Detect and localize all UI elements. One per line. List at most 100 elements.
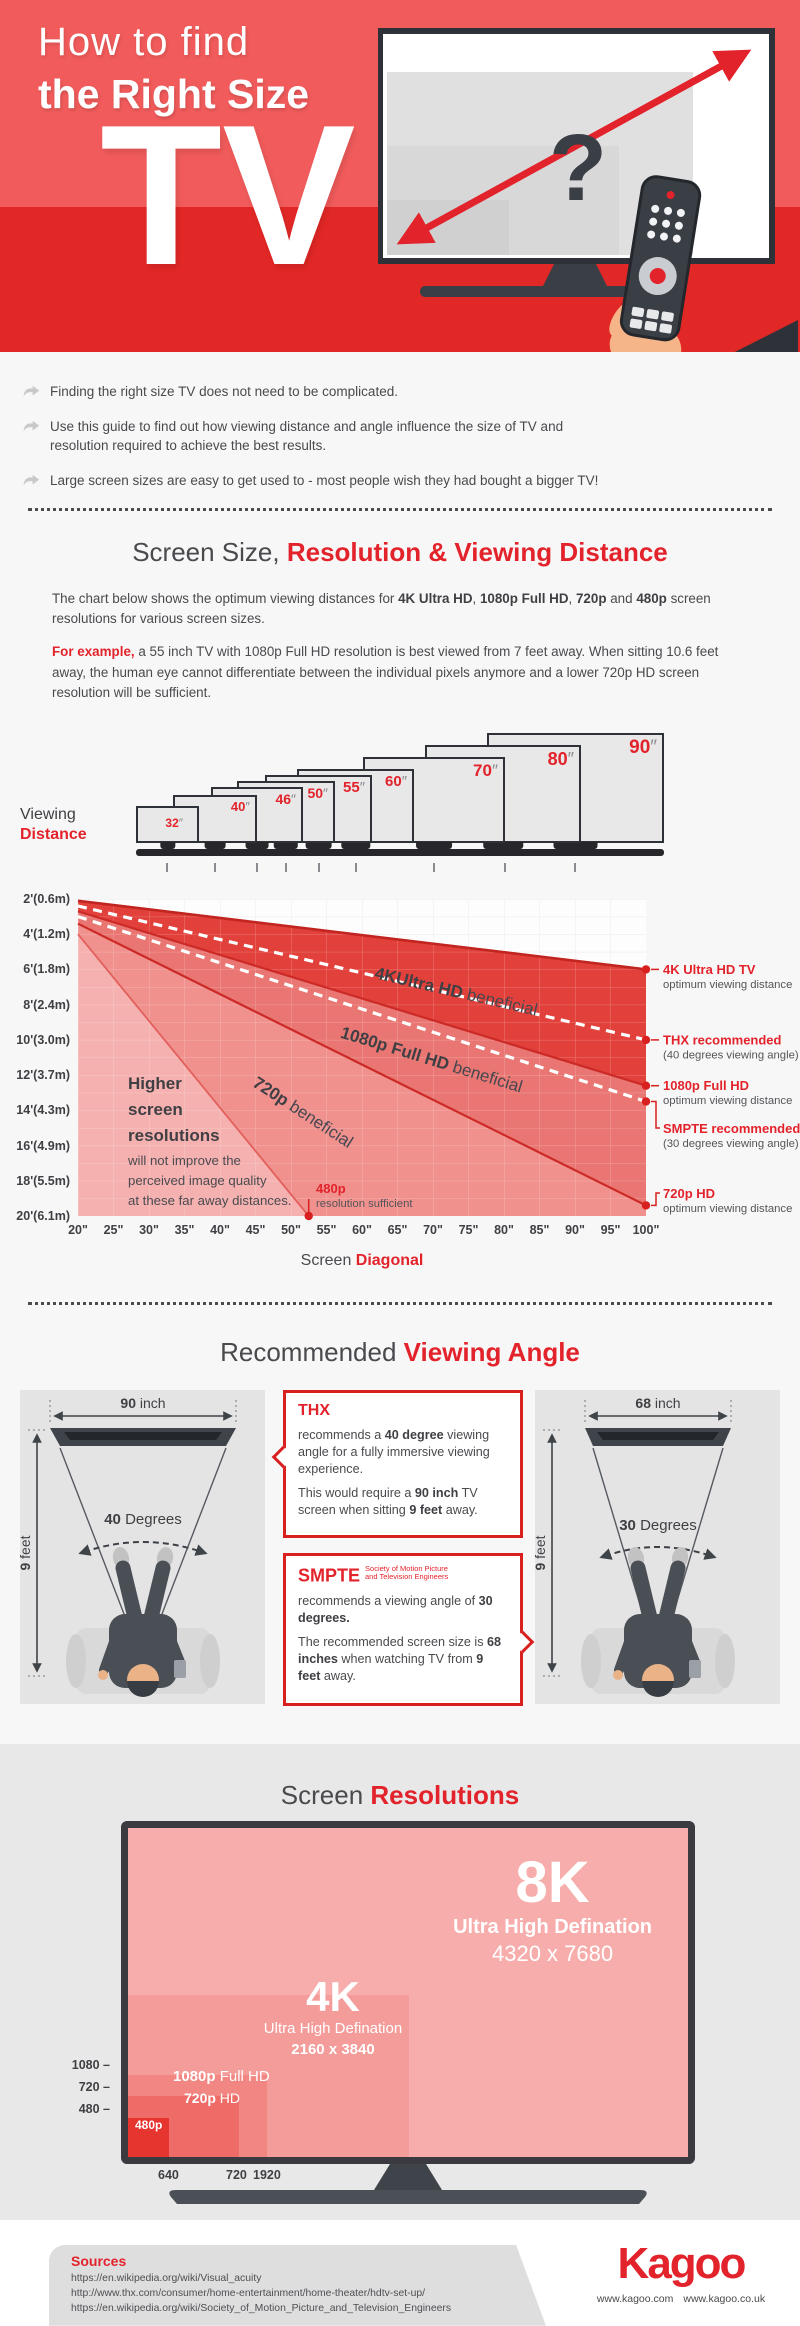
forward-arrow-icon [23,385,40,397]
angle-label: 30 Degrees [619,1517,697,1534]
smpte-org-name: Society of Motion Picture and Television … [365,1564,449,1582]
angle-info-column: THX recommends a 40 degree viewing angle… [271,1389,535,1706]
leg [630,1560,659,1630]
pointer-left [271,1445,295,1469]
res-subtitle: Ultra High Defination [263,2019,403,2037]
y-tick: 16'(4.9m) [16,1139,70,1153]
annotation-title: 1080p Full HD [663,1078,749,1093]
tv-width-unit: inch [651,1395,681,1411]
text-run: viewing angle for a fully immersive view… [298,1427,490,1476]
hand [613,1669,623,1680]
text-run-bold: 40 degree [384,1427,444,1442]
intro-section: Finding the right size TV does not need … [0,352,800,512]
org-line: and Television Engineers [365,1572,449,1582]
x-tick: 55" [317,1223,337,1237]
forward-arrow-icon [23,420,40,431]
res-name: 720p [184,2089,216,2106]
leg [115,1560,144,1630]
res-name: 4K [306,1972,360,2020]
inch-mark: ″ [178,815,183,830]
tv-shelf [136,848,664,856]
y-tick: 12'(3.7m) [16,1068,70,1082]
line-720p-optimum [77,922,647,1207]
tv-size-value: 40 [230,798,246,814]
resolutions-tv-frame: 8K Ultra High Defination 4320 x 7680 4K … [121,1820,695,2164]
remote-control [609,175,702,352]
arm [167,1636,185,1667]
viewing-distance-label: Viewing Distance [20,805,87,845]
note-line: at these far away distances. [128,1193,291,1208]
thx-info-box: THX recommends a 40 degree viewing angle… [271,1389,523,1538]
x-axis-title-red: Diagonal [356,1252,424,1269]
text-run: recommends a viewing angle of [298,1594,479,1609]
inch-mark: ″ [567,748,574,769]
res-y-tick-1080: 1080 [50,2058,110,2072]
annotation-title: SMPTE recommended [663,1121,800,1136]
tv-width-number: 68 [635,1395,651,1411]
grid-white-overlay [78,898,646,1216]
text-run: away. [320,1669,356,1684]
angle-number: 40 [104,1511,121,1528]
bullet-text: Use this guide to find out how viewing d… [50,418,564,454]
shelf-tick [285,862,287,872]
distance-number: 9 [20,1562,33,1570]
annotation-sub: optimum viewing distance [663,1095,792,1107]
forward-arrow-icon [23,474,40,486]
diagram-90inch-panel: 90 inch 40 Degrees 9 feet [17,1389,265,1704]
angle-arc [599,1545,717,1560]
label-4k: 4K Ultra High Defination 2160 x 3840 [183,1972,483,2058]
note-line: perceived image quality [128,1173,267,1188]
note-line: Higher [128,1074,182,1093]
line-smpte-dashed [77,914,647,1103]
angle-heading: Recommended Viewing Angle [0,1311,800,1376]
y-tick: 8'(2.4m) [23,998,70,1012]
text-run: away. [442,1502,478,1517]
tv-top-screen [597,1431,719,1440]
sofa-armrest [715,1633,735,1688]
header: How to find the Right Size TV ? [0,0,800,352]
annotation-sub: optimum viewing distance [663,1203,792,1215]
res-pixels: 2160 x 3840 [291,2040,375,2058]
res-name: 8K [515,1849,590,1915]
text-run: , [472,591,480,607]
tv-size-value: 55 [343,778,360,796]
leg [142,1560,171,1630]
distance-heading: Screen Size, Resolution & Viewing Distan… [0,511,800,576]
callout-480p: 480p resolution sufficient [304,1181,413,1220]
heading-red-part: Resolutions [370,1779,520,1810]
kagoo-websites: www.kagoo.com www.kagoo.co.uk [562,2293,800,2305]
title-tv-word: TV [100,84,356,307]
bullet-text: Large screen sizes are easy to get used … [50,472,599,488]
x-tick: 95" [601,1223,621,1237]
y-tick: 18'(5.5m) [16,1174,70,1188]
text-run-bold: 68 inches [298,1635,502,1667]
heading-red-part: Resolution & Viewing Distance [286,537,668,568]
text-run-bold: 1080p Full HD [479,591,569,607]
x-tick: 75" [459,1223,479,1237]
viewing-angle-section: Recommended Viewing Angle 90 inch [0,1310,800,1744]
resolutions-section: Screen Resolutions 1080 720 480 640 720 … [0,1743,800,2220]
x-tick: 70" [423,1223,443,1237]
inch-mark: ″ [650,736,657,758]
torso [109,1613,177,1688]
tv-width-label: 68 inch [635,1395,680,1411]
sofa-armrest [581,1633,601,1688]
y-tick: 2'(0.6m) [23,892,70,906]
x-tick: 65" [388,1223,408,1237]
dotted-divider [28,1301,772,1305]
kagoo-brand-box: Kagoo www.kagoo.com www.kagoo.co.uk [562,2228,800,2326]
res-suffix: Full HD [215,2067,270,2085]
remote-buttons [647,204,685,243]
res-x-tick-720: 720 [226,2167,247,2182]
y-tick: 10'(3.0m) [16,1033,70,1047]
y-axis-ticks: 2'(0.6m) 4'(1.2m) 6'(1.8m) 8'(2.4m) 10'(… [16,892,70,1223]
chart-svg: 4KUltra HD beneficial 1080p Full HD bene… [16,892,800,1269]
inch-mark: ″ [245,798,250,814]
arm [682,1636,700,1667]
distance-label: 9 feet [20,1535,33,1570]
smpte-title: SMPTE [298,1565,361,1586]
text-run-bold: 4K Ultra HD [398,591,473,607]
tv-illustration: ? [378,28,798,352]
sofa-armrest [200,1633,220,1688]
